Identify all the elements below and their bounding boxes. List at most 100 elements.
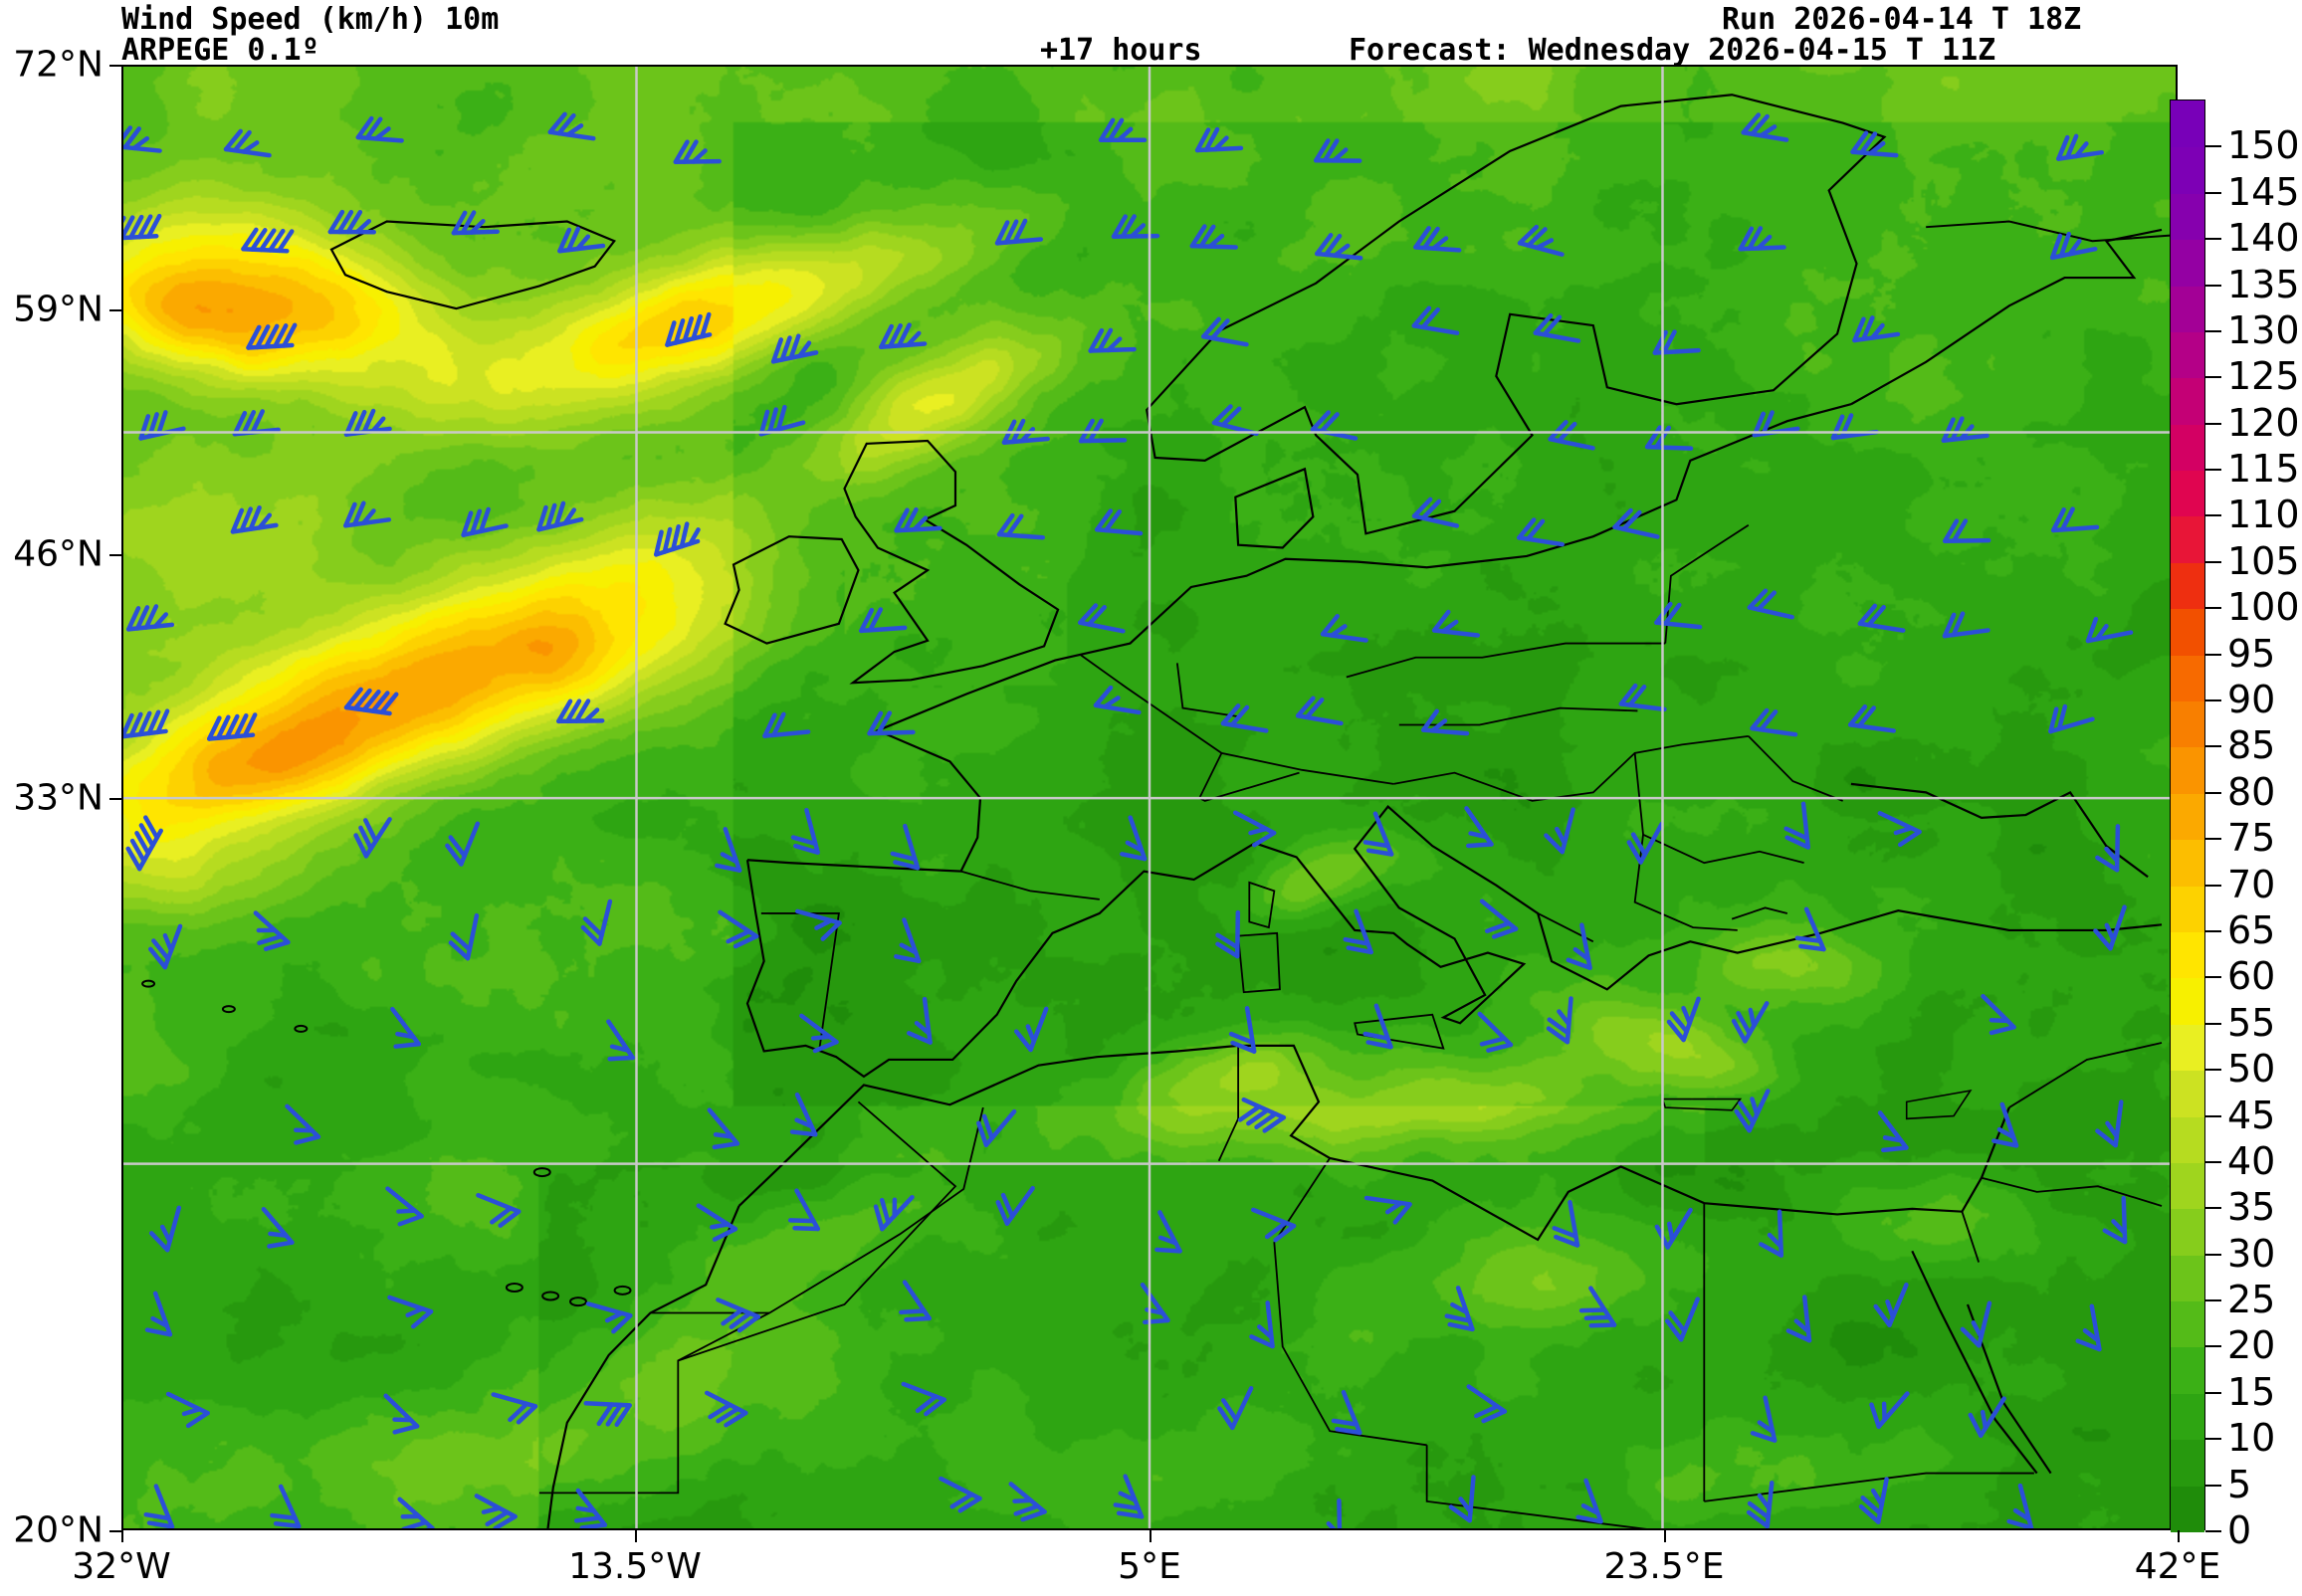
wind-barb (1664, 1297, 1700, 1342)
colorbar-tick-label: 70 (2227, 862, 2276, 906)
wind-barb (448, 912, 480, 961)
colorbar-segment (2171, 377, 2204, 425)
map-plot-area[interactable] (121, 65, 2178, 1530)
colorbar-tick (2205, 514, 2221, 517)
wind-barb (2085, 616, 2134, 644)
coastline-path (1273, 1157, 1427, 1447)
wind-barb (996, 512, 1046, 540)
wind-barb (1847, 704, 1896, 733)
wind-barb (2050, 506, 2100, 533)
colorbar-segment (2171, 146, 2204, 194)
wind-barb (1942, 518, 1991, 543)
colorbar-tick (2205, 1391, 2221, 1394)
colorbar-segment (2171, 1346, 2204, 1394)
colorbar-tick-label: 100 (2227, 585, 2300, 630)
colorbar-segment (2171, 885, 2204, 932)
wind-barb (1877, 810, 1922, 848)
colorbar-segment (2171, 561, 2204, 610)
wind-barb (451, 210, 500, 236)
wind-barb (1431, 609, 1481, 638)
run-label: Run 2026-04-14 T 18Z (1722, 2, 2082, 37)
coastline-path (678, 1100, 957, 1362)
coastline-path (538, 1311, 770, 1495)
colorbar-tick-label: 75 (2227, 816, 2276, 861)
colorbar-tick-label: 110 (2227, 493, 2300, 537)
wind-barb (1448, 1475, 1476, 1523)
wind-barb (1533, 312, 1581, 343)
wind-barb (1738, 226, 1786, 252)
wind-barb (1237, 1097, 1287, 1133)
wind-barb (716, 1297, 761, 1333)
colorbar-segment (2171, 1485, 2204, 1532)
colorbar-tick-label: 30 (2227, 1231, 2276, 1276)
wind-barb (705, 1390, 748, 1428)
wind-barb (1552, 1199, 1580, 1248)
wind-barb (353, 817, 392, 859)
coastline-path (1981, 1176, 2163, 1207)
colorbar-segment (2171, 1208, 2204, 1256)
colorbar-tick (2205, 838, 2221, 841)
wind-barb (1783, 801, 1810, 850)
wind-barb (2102, 1195, 2128, 1245)
wind-barb (547, 111, 596, 141)
wind-barb (1315, 233, 1363, 261)
colorbar-tick (2205, 1484, 2221, 1487)
y-axis-tick-label: 72°N (13, 44, 104, 86)
colorbar-tick (2205, 1438, 2221, 1441)
colorbar-tick-label: 80 (2227, 769, 2276, 814)
wind-barb (1981, 994, 2016, 1036)
wind-barb (673, 139, 722, 164)
wind-barb (789, 1092, 818, 1137)
wind-barb (1078, 603, 1126, 634)
wind-barb (1464, 806, 1494, 849)
model-label: ARPEGE 0.1º (121, 33, 319, 68)
coastline-path (1354, 1013, 1445, 1050)
wind-barb (1479, 898, 1519, 939)
wind-barb (2049, 231, 2098, 261)
wind-barb (899, 1280, 932, 1322)
colorbar-tick-label: 125 (2227, 354, 2300, 399)
wind-barb (165, 1391, 210, 1429)
wind-barb (1310, 410, 1359, 441)
colorbar-tick-label: 55 (2227, 1000, 2276, 1045)
y-axis-tick-label: 20°N (13, 1509, 104, 1551)
colorbar-tick-label: 115 (2227, 447, 2300, 492)
wind-barb (144, 1291, 173, 1337)
wind-barb (2093, 904, 2127, 951)
wind-barb (1113, 1474, 1145, 1519)
wind-barb (1741, 112, 1789, 142)
colorbar-tick (2205, 884, 2221, 887)
wind-barb (715, 826, 742, 873)
wind-barb (1154, 1210, 1182, 1254)
wind-barb (707, 1107, 740, 1150)
colorbar-tick (2205, 1069, 2221, 1072)
coastline-path (1346, 642, 1666, 679)
colorbar-segment (2171, 192, 2204, 241)
wind-barb (1750, 707, 1798, 737)
colorbar-tick (2205, 1345, 2221, 1348)
wind-barb (1857, 603, 1906, 633)
coastline-path (1731, 906, 1788, 920)
wind-barb (762, 711, 811, 738)
wind-barb (1444, 1286, 1475, 1332)
colorbar-segment (2171, 1300, 2204, 1348)
colorbar-tick (2205, 1253, 2221, 1256)
wind-barb (1088, 327, 1137, 353)
coastline-path (1425, 1445, 1647, 1528)
colorbar-tick-label: 15 (2227, 1369, 2276, 1414)
coastline-path (1248, 881, 1276, 929)
wind-barb (787, 1188, 821, 1232)
wind-barb (2075, 1303, 2102, 1352)
wind-barb (1477, 1011, 1514, 1053)
wind-barb (1331, 1389, 1362, 1436)
colorbar-tick-label: 130 (2227, 307, 2300, 352)
wind-barb (461, 506, 509, 537)
colorbar-segment (2171, 700, 2204, 748)
colorbar-tick (2205, 1207, 2221, 1210)
colorbar-tick (2205, 1114, 2221, 1117)
coastline-path (1926, 220, 2171, 243)
wind-barb (1217, 1386, 1254, 1431)
colorbar-tick (2205, 976, 2221, 979)
colorbar-tick-label: 90 (2227, 678, 2276, 722)
wind-barb (1566, 922, 1592, 971)
